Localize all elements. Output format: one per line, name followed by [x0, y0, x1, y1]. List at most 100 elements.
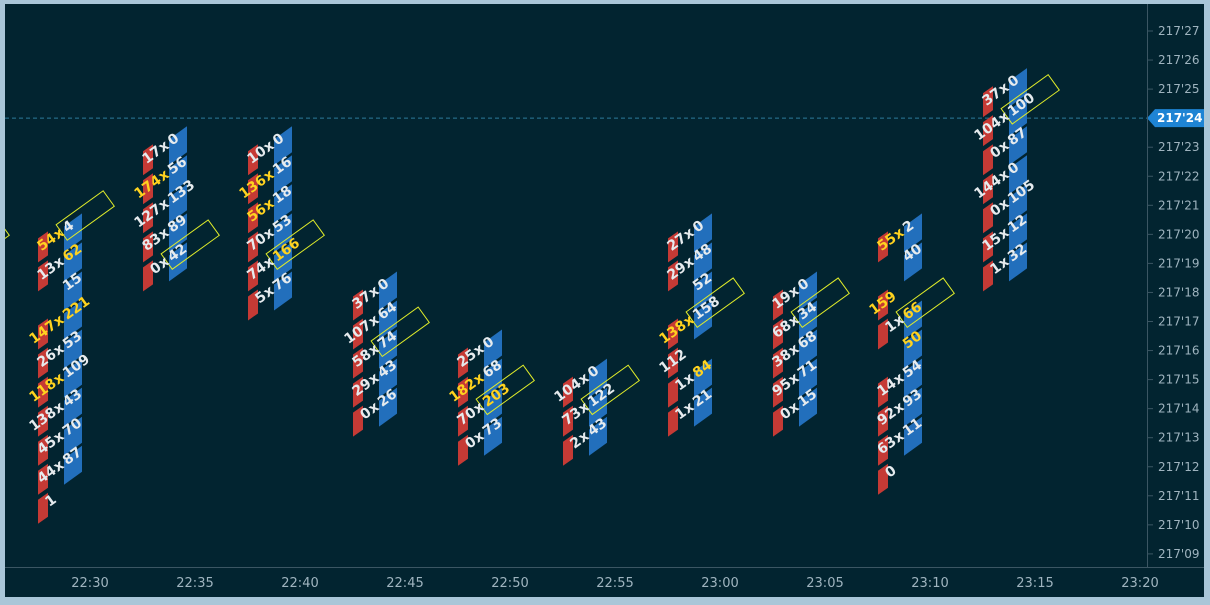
footprint-bar: 54x413x6215147x22126x53118x109138x4345x7…	[27, 190, 115, 524]
bid-volume-bar	[878, 405, 888, 437]
bid-volume-bar	[878, 289, 888, 321]
ask-volume-bar	[379, 358, 397, 398]
price-axis[interactable]: 217'09 217'10 217'11 217'12 217'13 217'14 217'…	[1147, 4, 1204, 567]
time-axis[interactable]: 22:2522:3022:3522:4022:4522:5022:5523:00…	[0, 567, 1204, 597]
ask-volume-bar	[589, 387, 607, 427]
imbalance-box	[160, 219, 220, 270]
ask-volume-bar	[274, 126, 292, 166]
ask-volume-bar	[904, 416, 922, 456]
ask-volume-bar	[274, 271, 292, 311]
ask-volume-bar	[1009, 97, 1027, 137]
bid-volume-bar	[878, 434, 888, 466]
ask-volume-bar	[694, 358, 712, 398]
price-tick-label: 217'18	[1158, 285, 1199, 299]
footprint-row: 21	[5, 219, 10, 270]
ask-volume-bar	[1009, 184, 1027, 224]
bid-volume-bar	[38, 492, 48, 524]
ask-volume-bar	[589, 358, 607, 398]
ask-volume-bar	[484, 387, 502, 427]
bid-volume-bar	[38, 376, 48, 408]
current-price-tag: 217'24	[1147, 109, 1204, 128]
price-axis-svg: 217'09 217'10 217'11 217'12 217'13 217'14 217'…	[1147, 24, 1204, 561]
ask-volume-bar	[64, 300, 82, 340]
bid-volume-bar	[983, 115, 993, 147]
plot-area[interactable]: 2139509425686 54x413x6215147x22126x53118x…	[5, 4, 1147, 567]
ask-volume-bar	[799, 358, 817, 398]
price-tick-label: 217'12	[1158, 460, 1199, 474]
price-tick-label: 217'11	[1158, 489, 1199, 503]
bid-volume-bar	[143, 173, 153, 205]
ask-volume-bar	[64, 242, 82, 282]
price-tick-label: 217'09	[1158, 547, 1199, 561]
bid-volume-bar	[878, 318, 888, 350]
ask-volume-bar	[484, 329, 502, 369]
ask-volume-bar	[694, 242, 712, 282]
price-tick-label: 217'25	[1158, 82, 1199, 96]
price-tick-label: 217'22	[1158, 169, 1199, 183]
ask-volume-bar	[589, 416, 607, 456]
ask-volume-bar	[169, 242, 187, 282]
imbalance-box	[5, 219, 10, 270]
bid-volume-bar	[458, 347, 468, 379]
imbalance-box	[1000, 73, 1060, 125]
time-tick-label: 23:15	[1016, 576, 1053, 591]
price-tick-label: 217'27	[1158, 24, 1199, 38]
price-tick-label: 217'16	[1158, 344, 1199, 358]
ask-volume-bar	[64, 387, 82, 427]
ask-volume-bar	[799, 329, 817, 369]
imbalance-box	[265, 219, 325, 270]
bid-volume-bar	[38, 405, 48, 437]
bid-volume-bar	[668, 347, 678, 379]
bid-volume-bar	[458, 376, 468, 408]
price-tick-label: 217'19	[1158, 256, 1199, 270]
bid-volume-bar	[143, 231, 153, 263]
ask-volume-bar	[169, 126, 187, 166]
bid-volume-bar	[353, 405, 363, 437]
ask-volume-bar	[904, 242, 922, 282]
bid-volume-bar	[668, 376, 678, 408]
ask-volume-bar	[1009, 68, 1027, 108]
footprint-bars: 2139509425686 54x413x6215147x22126x53118x…	[5, 68, 1060, 524]
ask-volume-bar	[1009, 242, 1027, 282]
bid-volume-bar	[668, 231, 678, 263]
ask-volume-bar	[169, 213, 187, 253]
ask-volume-bar	[799, 300, 817, 340]
ask-volume-bar	[64, 271, 82, 311]
ask-volume-bar	[64, 329, 82, 369]
bid-volume-bar	[773, 289, 783, 321]
ask-volume-bar	[64, 213, 82, 253]
bid-volume-bar	[773, 376, 783, 408]
bid-volume-bar	[878, 231, 888, 263]
bid-volume-bar	[878, 463, 888, 495]
time-tick-label: 22:50	[491, 576, 528, 591]
bid-volume-bar	[38, 231, 48, 263]
time-tick-label: 23:10	[911, 576, 948, 591]
price-ticks: 217'09 217'10 217'11 217'12 217'13 217'14 217'…	[1148, 24, 1199, 561]
ask-volume-bar	[904, 358, 922, 398]
bid-volume-bar	[668, 318, 678, 350]
bid-volume-bar	[38, 463, 48, 495]
bid-volume-bar	[983, 231, 993, 263]
time-ticks: 22:2522:3022:3522:4022:4522:5022:5523:00…	[0, 576, 1159, 591]
ask-volume-bar	[379, 329, 397, 369]
bid-volume-bar	[983, 260, 993, 292]
time-tick-label: 23:05	[806, 576, 843, 591]
ask-volume-bar	[64, 416, 82, 456]
ask-volume-bar	[379, 300, 397, 340]
bid-volume-bar	[563, 376, 573, 408]
bid-volume-bar	[668, 260, 678, 292]
bid-volume-bar	[248, 202, 258, 234]
price-tick-label: 217'20	[1158, 227, 1199, 241]
ask-volume-bar	[694, 387, 712, 427]
bid-volume-bar	[458, 434, 468, 466]
ask-volume-bar	[799, 387, 817, 427]
imbalance-box	[580, 364, 640, 416]
price-tick-label: 217'10	[1158, 518, 1199, 532]
bid-volume-bar	[248, 289, 258, 321]
time-axis-svg: 22:2522:3022:3522:4022:4522:5022:5523:00…	[0, 576, 1159, 591]
price-tick-label: 217'13	[1158, 431, 1199, 445]
